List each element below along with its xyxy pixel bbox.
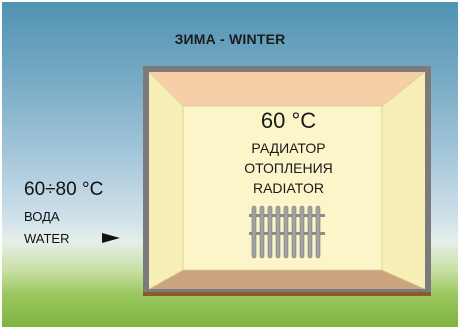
room-floor <box>149 270 425 289</box>
room-back-wall <box>182 105 383 271</box>
ground-line <box>143 292 431 296</box>
arrow-right-icon <box>102 233 120 243</box>
radiator-icon <box>249 205 325 259</box>
water-label-ru: ВОДА <box>24 209 60 224</box>
room-left-wall <box>149 72 183 289</box>
room-right-wall <box>382 72 425 289</box>
diagram-title: ЗИМА - WINTER <box>174 31 286 47</box>
water-temperature: 60÷80 °C <box>24 179 104 200</box>
water-label-en: WATER <box>24 231 70 246</box>
radiator-label-ru-line1: РАДИАТОР <box>251 140 326 156</box>
room-illustration <box>143 66 431 296</box>
radiator-label-ru-line2: ОТОПЛЕНИЯ <box>244 160 333 176</box>
radiator-label-en: RADIATOR <box>252 180 325 196</box>
room-ceiling <box>149 72 425 106</box>
winter-heating-diagram: ЗИМА - WINTER <box>2 2 458 327</box>
room-temperature: 60 °C <box>260 108 317 133</box>
